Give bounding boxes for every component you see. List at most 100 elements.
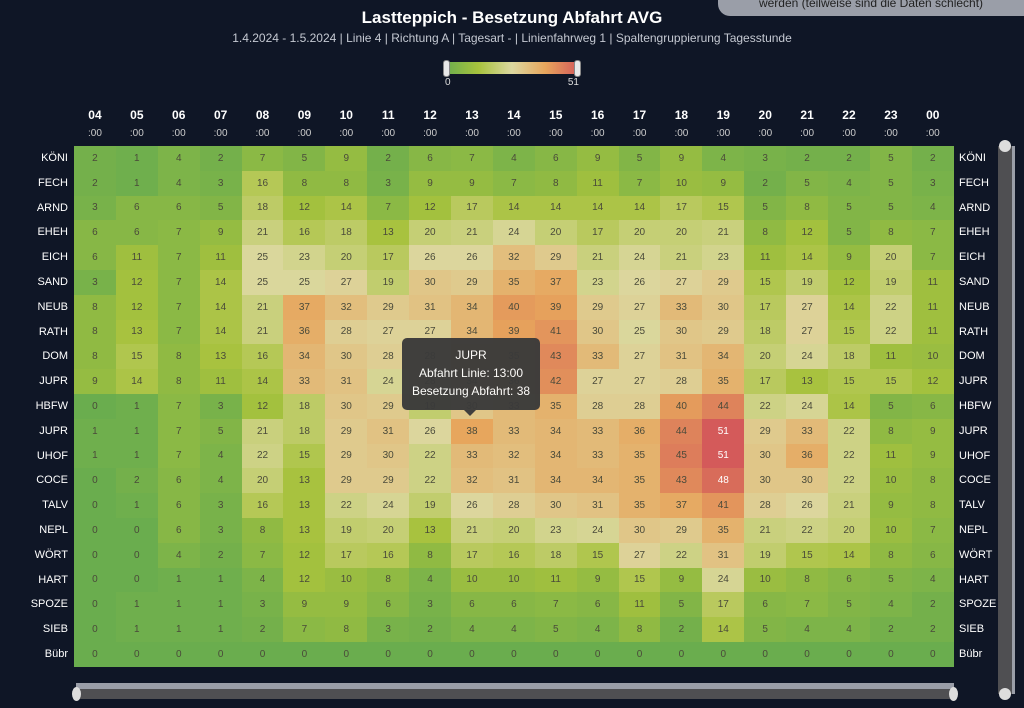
heatmap-cell[interactable]: 20 (409, 220, 452, 246)
heatmap-cell[interactable]: 7 (157, 393, 200, 419)
heatmap-cell[interactable]: 8 (74, 294, 116, 320)
heatmap-cell[interactable]: 30 (744, 443, 787, 469)
heatmap-cell[interactable]: 10 (660, 170, 703, 196)
heatmap-cell[interactable]: 14 (786, 245, 829, 270)
heatmap-cell[interactable]: 33 (492, 418, 535, 444)
heatmap-cell[interactable]: 8 (869, 542, 912, 568)
heatmap-cell[interactable]: 11 (744, 245, 787, 270)
heatmap-cell[interactable]: 35 (534, 393, 577, 419)
heatmap-cell[interactable]: 5 (786, 170, 829, 196)
heatmap-cell[interactable]: 5 (660, 592, 703, 618)
heatmap-cell[interactable]: 1 (199, 617, 242, 642)
heatmap-cell[interactable]: 9 (702, 170, 745, 196)
heatmap-cell[interactable]: 6 (157, 195, 200, 221)
heatmap-cell[interactable]: 6 (492, 592, 535, 618)
heatmap-cell[interactable]: 9 (660, 146, 703, 171)
heatmap-cell[interactable]: 21 (702, 220, 745, 246)
heatmap-cell[interactable]: 34 (576, 468, 619, 494)
heatmap-cell[interactable]: 14 (115, 369, 158, 394)
heatmap-cell[interactable]: 2 (786, 146, 829, 171)
horizontal-scrollbar[interactable] (72, 683, 958, 701)
heatmap-cell[interactable]: 15 (618, 567, 661, 593)
heatmap-cell[interactable]: 33 (576, 443, 619, 469)
heatmap-cell[interactable]: 9 (325, 592, 368, 618)
heatmap-cell[interactable]: 1 (199, 592, 242, 618)
heatmap-cell[interactable]: 2 (199, 146, 242, 171)
heatmap-cell[interactable]: 15 (283, 443, 326, 469)
heatmap-cell[interactable]: 37 (283, 294, 326, 320)
heatmap-cell[interactable]: 8 (786, 567, 829, 593)
heatmap-cell[interactable]: 44 (660, 418, 703, 444)
heatmap-cell[interactable]: 3 (74, 269, 116, 295)
heatmap-cell[interactable]: 20 (828, 517, 870, 543)
heatmap-cell[interactable]: 8 (325, 617, 368, 642)
heatmap-cell[interactable]: 6 (157, 468, 200, 494)
heatmap-cell[interactable]: 9 (576, 567, 619, 593)
heatmap-cell[interactable]: 0 (367, 641, 410, 667)
heatmap-cell[interactable]: 11 (199, 245, 242, 270)
heatmap-cell[interactable]: 4 (786, 617, 829, 642)
heatmap-cell[interactable]: 11 (199, 369, 242, 394)
heatmap-cell[interactable]: 2 (199, 542, 242, 568)
heatmap-cell[interactable]: 2 (828, 146, 870, 171)
heatmap-cell[interactable]: 6 (451, 592, 493, 618)
heatmap-cell[interactable]: 19 (786, 269, 829, 295)
heatmap-cell[interactable]: 22 (828, 468, 870, 494)
heatmap-cell[interactable]: 17 (702, 592, 745, 618)
heatmap-cell[interactable]: 13 (786, 369, 829, 394)
heatmap-cell[interactable]: 0 (74, 517, 116, 543)
heatmap-cell[interactable]: 19 (409, 493, 452, 518)
heatmap-cell[interactable]: 0 (115, 567, 158, 593)
heatmap-cell[interactable]: 0 (911, 641, 954, 667)
heatmap-cell[interactable]: 5 (744, 617, 787, 642)
legend-max-handle[interactable] (574, 60, 581, 77)
heatmap-cell[interactable]: 10 (869, 468, 912, 494)
heatmap-cell[interactable]: 5 (869, 393, 912, 419)
heatmap-cell[interactable]: 15 (115, 344, 158, 370)
heatmap-cell[interactable]: 4 (241, 567, 284, 593)
heatmap-cell[interactable]: 8 (744, 220, 787, 246)
heatmap-cell[interactable]: 17 (325, 542, 368, 568)
heatmap-cell[interactable]: 11 (911, 269, 954, 295)
hscroll-left-handle[interactable] (72, 687, 81, 701)
heatmap-cell[interactable]: 13 (409, 517, 452, 543)
heatmap-cell[interactable]: 1 (115, 493, 158, 518)
heatmap-cell[interactable]: 28 (576, 393, 619, 419)
heatmap-cell[interactable]: 29 (702, 269, 745, 295)
heatmap-cell[interactable]: 34 (534, 443, 577, 469)
heatmap-cell[interactable]: 17 (660, 195, 703, 221)
heatmap-cell[interactable]: 2 (911, 592, 954, 618)
heatmap-cell[interactable]: 12 (828, 269, 870, 295)
heatmap-cell[interactable]: 29 (325, 418, 368, 444)
heatmap-cell[interactable]: 11 (911, 294, 954, 320)
heatmap-cell[interactable]: 4 (911, 567, 954, 593)
heatmap-cell[interactable]: 14 (492, 195, 535, 221)
heatmap-cell[interactable]: 18 (241, 195, 284, 221)
heatmap-cell[interactable]: 6 (911, 542, 954, 568)
heatmap-cell[interactable]: 8 (618, 617, 661, 642)
heatmap-cell[interactable]: 28 (618, 393, 661, 419)
heatmap-cell[interactable]: 4 (157, 170, 200, 196)
heatmap-cell[interactable]: 15 (828, 319, 870, 345)
heatmap-cell[interactable]: 30 (367, 443, 410, 469)
heatmap-cell[interactable]: 24 (367, 493, 410, 518)
heatmap-cell[interactable]: 5 (869, 170, 912, 196)
heatmap-cell[interactable]: 8 (869, 220, 912, 246)
heatmap-cell[interactable]: 7 (241, 146, 284, 171)
heatmap-cell[interactable]: 5 (869, 146, 912, 171)
heatmap-cell[interactable]: 27 (618, 542, 661, 568)
heatmap-cell[interactable]: 2 (409, 617, 452, 642)
heatmap-cell[interactable]: 12 (283, 567, 326, 593)
heatmap-cell[interactable]: 7 (283, 617, 326, 642)
heatmap-cell[interactable]: 18 (828, 344, 870, 370)
heatmap-cell[interactable]: 30 (576, 319, 619, 345)
heatmap-cell[interactable]: 2 (911, 617, 954, 642)
heatmap-cell[interactable]: 14 (199, 319, 242, 345)
heatmap-cell[interactable]: 12 (409, 195, 452, 221)
vscroll-top-handle[interactable] (999, 140, 1011, 152)
heatmap-cell[interactable]: 0 (199, 641, 242, 667)
heatmap-cell[interactable]: 9 (409, 170, 452, 196)
heatmap-cell[interactable]: 14 (702, 617, 745, 642)
heatmap-cell[interactable]: 14 (618, 195, 661, 221)
heatmap-cell[interactable]: 1 (157, 592, 200, 618)
